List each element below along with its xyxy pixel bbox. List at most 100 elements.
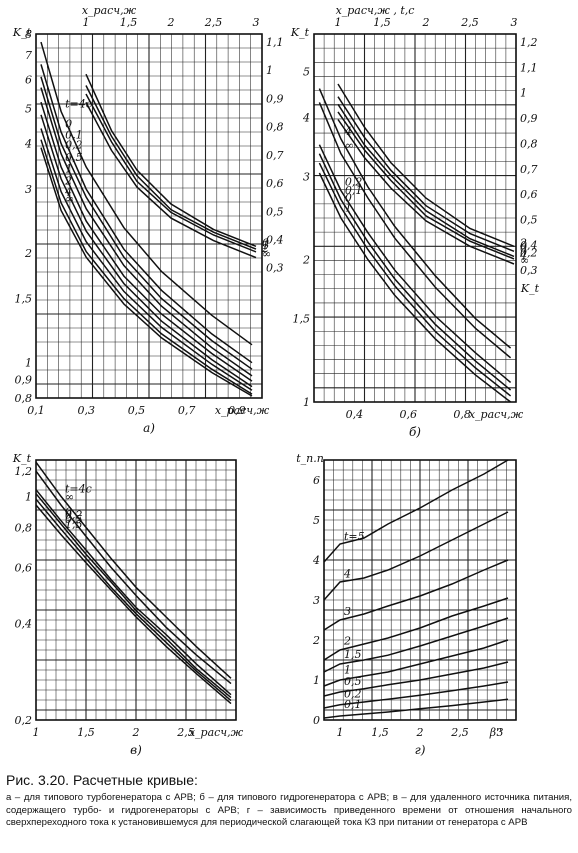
x-tick-label: 2	[416, 726, 424, 739]
right-tick-label: 1,1	[266, 36, 284, 49]
series-line	[323, 597, 509, 661]
series-label: 0,2	[65, 509, 83, 522]
series-label: ∞	[65, 491, 74, 504]
series-label: 0,2	[344, 687, 362, 700]
series-line	[337, 111, 515, 260]
series-label: ∞	[345, 139, 354, 152]
plot-frame	[313, 33, 517, 403]
series-line	[323, 698, 509, 719]
series-line	[323, 639, 509, 687]
series-label: 1,5	[65, 518, 83, 531]
series-label: 0	[345, 191, 352, 204]
x-tick-label: 0,9	[228, 404, 246, 417]
plot-frame	[35, 33, 263, 399]
series-label: 1,5	[344, 648, 362, 661]
series-label: 2	[343, 635, 351, 648]
y-tick-label: 1	[25, 357, 32, 370]
right-tick-label: 1,1	[520, 61, 538, 74]
series-line	[85, 85, 257, 250]
y-tick-label: 1	[303, 396, 310, 409]
x-tick-label: 0,7	[178, 404, 196, 417]
series-label: ∞	[520, 254, 529, 267]
series-label: 4	[343, 568, 351, 581]
series-line	[40, 76, 253, 370]
right-axis-label: K_t	[520, 282, 540, 295]
series-line	[323, 559, 509, 631]
y-tick-label: 2	[302, 254, 310, 267]
series-label: 0,1	[344, 698, 362, 711]
series-line	[35, 461, 232, 679]
series-label: 0,2	[345, 176, 363, 189]
y-tick-label: 3	[25, 183, 32, 196]
series-label: 0	[520, 241, 527, 254]
x-axis-label: x_расч,ж	[189, 726, 244, 739]
x-tick-label: 2	[132, 726, 140, 739]
series-label: 0,1	[65, 129, 83, 142]
y-tick-label: 0,4	[15, 618, 33, 631]
plot-frame	[323, 459, 517, 721]
series-label: ∞	[262, 248, 271, 261]
y-tick-label: 2	[312, 634, 320, 647]
y-tick-label: 1,2	[15, 465, 33, 478]
series-label: 1	[344, 664, 351, 677]
series-label: t=5	[344, 530, 365, 543]
x-tick-label: 0,5	[128, 404, 146, 417]
series-label: 1	[262, 239, 269, 252]
y-tick-label: 2	[24, 247, 32, 260]
y-tick-label: 0,2	[15, 714, 33, 727]
top-tick-label: 2	[422, 16, 430, 29]
grid	[35, 33, 263, 399]
series-label: t=4с	[65, 97, 92, 110]
series-label: 1	[345, 201, 352, 214]
right-tick-label: 0,6	[266, 177, 284, 190]
y-tick-label: 8	[25, 28, 32, 41]
x-tick-label: 1	[337, 726, 344, 739]
series-label: 4	[519, 249, 527, 262]
series-line	[35, 493, 232, 699]
series-line	[323, 661, 509, 697]
y-tick-label: 0,8	[15, 521, 33, 534]
y-tick-label: 7	[25, 49, 32, 62]
panel-label: г)	[415, 743, 426, 757]
series-label: 0	[262, 236, 269, 249]
series-line	[318, 102, 512, 359]
series-line	[323, 617, 509, 673]
series-label: 0,5	[65, 151, 83, 164]
top-tick-label: 2	[167, 16, 175, 29]
series-line	[85, 93, 257, 253]
series-line	[40, 147, 253, 397]
series-line	[318, 144, 512, 383]
series-line	[85, 102, 257, 259]
series-label: 0,5	[344, 675, 362, 688]
top-axis-label: x_расч,ж	[82, 4, 137, 17]
right-tick-label: 1	[520, 87, 527, 100]
y-tick-label: 1	[25, 490, 32, 503]
x-tick-label: 1,5	[77, 726, 95, 739]
series-line	[35, 498, 232, 702]
series-line	[40, 114, 253, 388]
right-tick-label: 0,6	[520, 188, 538, 201]
y-tick-label: 1	[313, 674, 320, 687]
y-tick-label: 4	[312, 554, 320, 567]
top-tick-label: 1	[83, 16, 90, 29]
right-tick-label: 0,3	[266, 262, 284, 275]
top-tick-label: 1,5	[120, 16, 138, 29]
series-line	[318, 172, 512, 403]
caption-body: а – для типового турбогенератора с АРВ; …	[6, 792, 572, 829]
chart-d: 1 1,5 2 2,5 30123456t_п.пβ''г)t=54321,510,50…	[296, 452, 517, 757]
series-label: 2	[519, 236, 527, 249]
y-tick-label: 6	[313, 474, 320, 487]
series-label: 4	[64, 185, 72, 198]
series-line	[318, 153, 512, 391]
series-line	[323, 459, 509, 563]
series-line	[318, 162, 512, 397]
series-line	[337, 96, 515, 252]
plot-frame	[35, 459, 237, 721]
series-line	[337, 83, 515, 247]
y-tick-label: 5	[25, 102, 32, 115]
series-line	[337, 103, 515, 258]
right-tick-label: 0,5	[266, 205, 284, 218]
right-tick-label: 0,8	[520, 137, 538, 150]
chart-a: 0,1 0,3 0,5 0,7 0,9 8 7 6 5 4 3 2 1,5 1 0,9 0,8 1 1,5 2 2,5…	[12, 4, 284, 435]
